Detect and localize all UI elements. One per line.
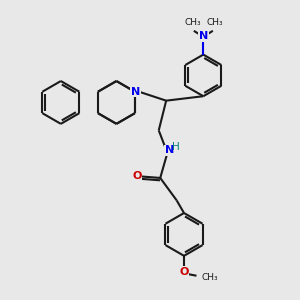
Text: O: O bbox=[179, 267, 189, 277]
Text: H: H bbox=[172, 142, 180, 152]
Text: CH₃: CH₃ bbox=[206, 18, 223, 27]
Text: N: N bbox=[131, 87, 140, 97]
Text: CH₃: CH₃ bbox=[202, 273, 218, 282]
Text: N: N bbox=[164, 145, 174, 155]
Text: N: N bbox=[199, 31, 208, 41]
Text: CH₃: CH₃ bbox=[184, 18, 201, 27]
Text: O: O bbox=[132, 172, 141, 182]
